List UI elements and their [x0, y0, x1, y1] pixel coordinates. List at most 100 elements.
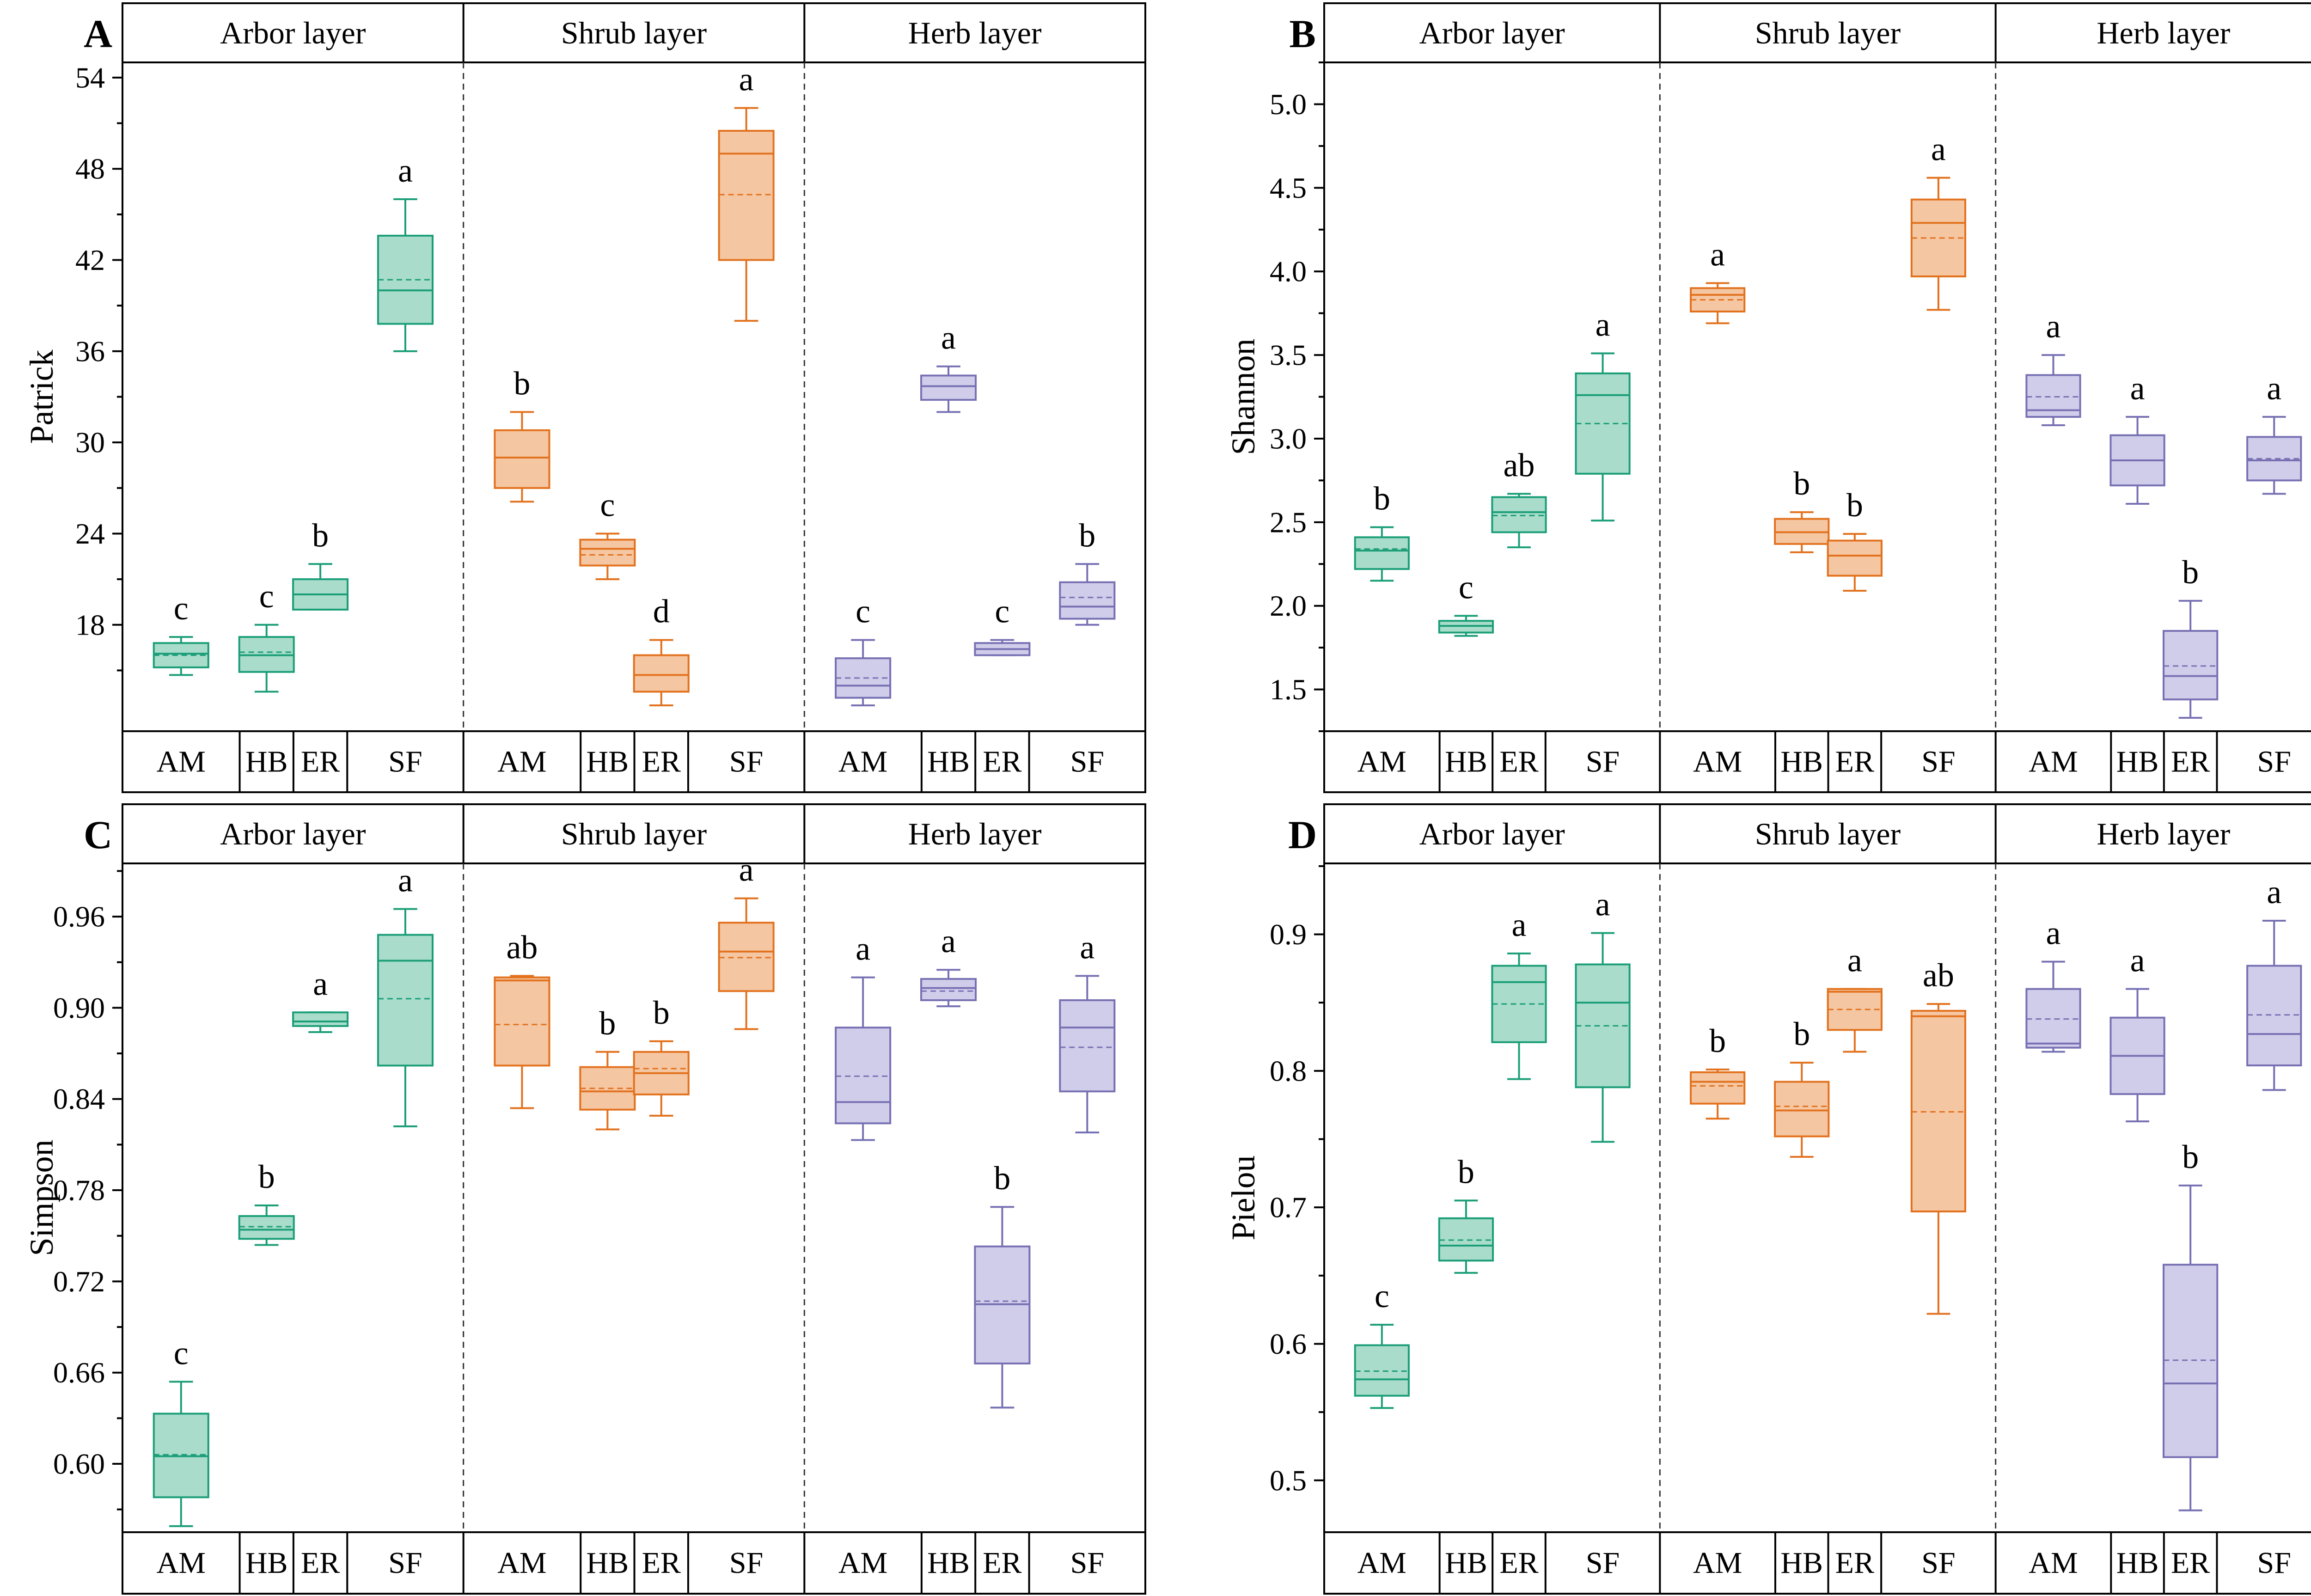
box-AM	[2025, 988, 2081, 1049]
significance-label: b	[994, 1160, 1010, 1197]
category-label: AM	[157, 1546, 206, 1580]
y-tick-label: 4.5	[1270, 171, 1307, 204]
significance-label: c	[259, 578, 274, 615]
significance-label: ab	[1923, 957, 1954, 994]
panel-letter: B	[1289, 12, 1315, 56]
category-label: ER	[1499, 1546, 1538, 1580]
box-SF	[718, 129, 775, 261]
box-SF	[1575, 963, 1631, 1088]
y-tick-label: 2.0	[1270, 589, 1307, 622]
box-SF	[2246, 965, 2302, 1067]
box-SF	[1910, 1009, 1967, 1213]
category-label: SF	[1070, 1546, 1104, 1580]
box-SF	[377, 234, 434, 325]
box-ER	[1827, 539, 1883, 577]
category-label: ER	[2171, 745, 2210, 779]
y-tick-label: 48	[75, 153, 105, 185]
layer-title: Herb layer	[908, 15, 1042, 50]
layer-title: Herb layer	[2097, 15, 2230, 50]
significance-label: c	[995, 593, 1009, 630]
significance-label: a	[2130, 370, 2145, 407]
box-SF	[1910, 198, 1967, 278]
box-ER	[2163, 630, 2219, 701]
y-tick-label: 0.8	[1270, 1054, 1307, 1087]
category-label: ER	[642, 745, 681, 779]
category-label: HB	[1780, 745, 1823, 779]
box-AM	[1690, 287, 1746, 313]
box-SF	[1059, 581, 1116, 620]
box-SF	[718, 922, 775, 992]
significance-label: b	[1374, 480, 1390, 517]
significance-label: ab	[506, 929, 538, 966]
significance-label: b	[2182, 554, 2199, 591]
box-AM	[494, 976, 550, 1067]
panel-B: B Shannon 1.5 2.0 2.5 3.0 3.5 4.0 4.5 5.0 Arbor la…	[1225, 2, 2311, 793]
category-label: ER	[1835, 745, 1874, 779]
panel-frame	[1323, 803, 2311, 1595]
significance-label: b	[1793, 465, 1810, 502]
layer-title: Arbor layer	[220, 15, 366, 50]
y-axis-label: Pielou	[1225, 1155, 1262, 1240]
significance-label: b	[1079, 517, 1095, 554]
significance-label: c	[174, 1334, 189, 1371]
category-label: SF	[1586, 745, 1620, 779]
category-label: HB	[2116, 1546, 2159, 1580]
significance-label: c	[174, 590, 189, 627]
box-HB	[1774, 1081, 1830, 1137]
significance-label: b	[1709, 1022, 1726, 1059]
category-label: HB	[1780, 1546, 1823, 1580]
box-SF	[377, 934, 434, 1067]
category-label: HB	[245, 745, 288, 779]
significance-label: c	[600, 486, 615, 523]
y-axis-label: Shannon	[1225, 339, 1262, 455]
layer-title: Shrub layer	[561, 816, 707, 851]
layer-title: Arbor layer	[1419, 15, 1565, 50]
category-label: HB	[2116, 745, 2159, 779]
significance-label: a	[1596, 306, 1610, 343]
box-AM	[835, 1027, 892, 1125]
category-label: AM	[1693, 745, 1742, 779]
significance-label: a	[2267, 370, 2281, 407]
significance-label: a	[2267, 874, 2281, 911]
category-label: SF	[1921, 745, 1955, 779]
significance-label: c	[856, 593, 870, 630]
category-label: ER	[1499, 745, 1538, 779]
category-label: SF	[388, 1546, 422, 1580]
layer-title: Herb layer	[2097, 816, 2230, 851]
significance-label: b	[1458, 1153, 1474, 1190]
box-ER	[1827, 988, 1883, 1031]
category-label: ER	[983, 745, 1021, 779]
category-label: SF	[1921, 1546, 1955, 1580]
category-label: ER	[301, 1546, 340, 1580]
significance-label: b	[312, 517, 329, 554]
category-label: HB	[1445, 745, 1487, 779]
category-label: AM	[1357, 745, 1406, 779]
significance-label: b	[514, 365, 530, 402]
panel-A: A Patrick 18 24 30 36 42 48 54 Arbor layer AM c HB c E…	[23, 2, 1146, 793]
significance-label: b	[1793, 1015, 1810, 1052]
category-label: ER	[983, 1546, 1021, 1580]
significance-label: a	[2046, 915, 2061, 952]
significance-label: a	[313, 965, 328, 1002]
box-HB	[920, 978, 977, 1001]
category-label: AM	[2029, 745, 2078, 779]
category-label: SF	[729, 1546, 763, 1580]
y-tick-label: 1.5	[1270, 673, 1307, 706]
box-AM	[1354, 536, 1410, 570]
box-ER	[1491, 496, 1547, 533]
category-label: AM	[157, 745, 206, 779]
box-HB	[920, 374, 977, 401]
box-AM	[1354, 1344, 1410, 1397]
layer-title: Shrub layer	[1755, 15, 1901, 50]
box-SF	[1575, 372, 1631, 475]
category-label: SF	[2257, 745, 2291, 779]
y-tick-label: 4.0	[1270, 255, 1307, 288]
y-tick-label: 36	[75, 335, 105, 367]
y-tick-label: 0.9	[1270, 918, 1307, 951]
significance-label: a	[941, 923, 956, 960]
significance-label: d	[653, 593, 670, 630]
category-label: SF	[1586, 1546, 1620, 1580]
category-label: AM	[1693, 1546, 1742, 1580]
box-SF	[1059, 999, 1116, 1093]
